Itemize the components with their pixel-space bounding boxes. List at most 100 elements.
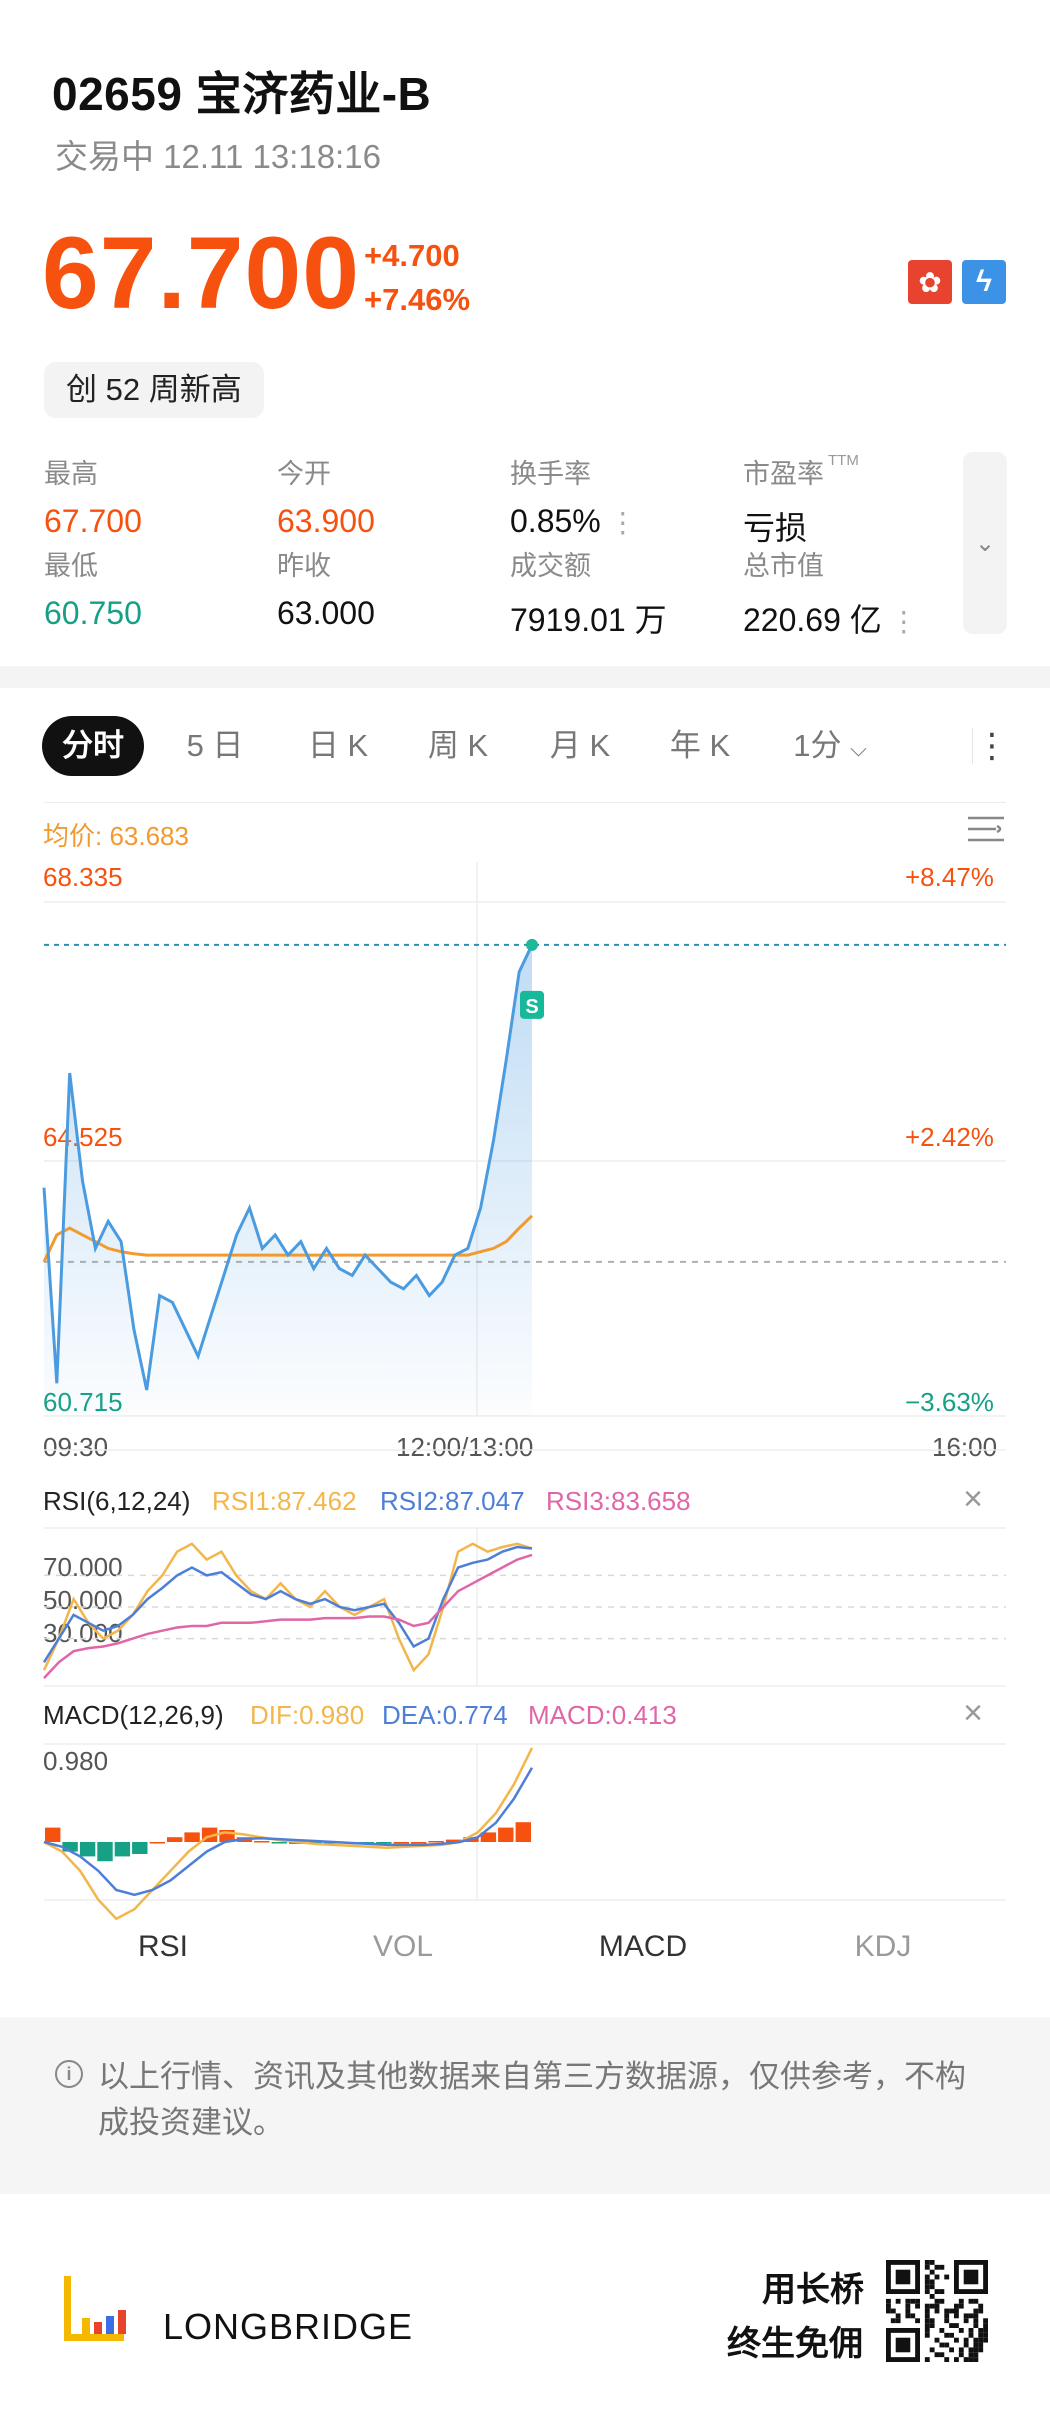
qr-module — [983, 2332, 988, 2338]
macd-histogram-bar — [289, 1842, 305, 1844]
stat-turnover-rate[interactable]: 换手率 0.85% ⋮ — [510, 459, 637, 539]
dif-value: DIF:0.980 — [250, 1700, 365, 1730]
tab-yearly-k[interactable]: 年 K — [669, 728, 731, 763]
stat-turnover: 成交额 7919.01 万 — [510, 551, 667, 638]
tab-monthly-k[interactable]: 月 K — [549, 728, 611, 763]
stat-low: 最低 60.750 — [44, 551, 142, 631]
qr-module — [939, 2298, 945, 2304]
average-price-label: 均价: 63.683 — [43, 821, 189, 851]
qr-module — [929, 2284, 935, 2290]
tab-1-min[interactable]: 1分 ⌵ — [793, 728, 867, 763]
qr-module — [954, 2308, 959, 2314]
qr-module — [924, 2323, 930, 2328]
qr-module — [944, 2332, 950, 2338]
rsi2-value: RSI2:87.047 — [380, 1486, 525, 1516]
qr-module — [929, 2347, 935, 2353]
qr-module — [978, 2328, 984, 2333]
qr-module — [983, 2323, 988, 2328]
indicator-tabs: RSI VOL MACD KDJ — [0, 1930, 1050, 1980]
close-rsi-icon[interactable]: × — [963, 1480, 983, 1518]
qr-module — [963, 2313, 969, 2319]
qr-module — [978, 2342, 984, 2348]
qr-module — [954, 2337, 959, 2343]
qr-module — [929, 2294, 935, 2299]
qr-module — [973, 2337, 979, 2343]
macd-histogram-bar — [219, 1830, 235, 1842]
tab-intraday[interactable]: 分时 — [42, 716, 144, 776]
more-dots-icon[interactable]: ⋮ — [889, 606, 918, 637]
stock-title: 02659 宝济药业-B — [52, 68, 432, 120]
chevron-down-icon: ⌄ — [974, 529, 996, 557]
macd-histogram-bar — [271, 1842, 287, 1844]
brand-name: LONGBRIDGE — [163, 2306, 414, 2347]
qr-module — [939, 2264, 945, 2270]
tab-rsi[interactable]: RSI — [137, 1930, 188, 1963]
y-label-top-left: 68.335 — [43, 862, 123, 892]
hk-flag-icon[interactable]: ✿ — [908, 260, 952, 304]
qr-module — [934, 2298, 940, 2304]
qr-module — [973, 2352, 979, 2358]
qr-module — [944, 2274, 950, 2280]
x-label-close: 16:00 — [932, 1432, 998, 1462]
expand-stats-button[interactable]: ⌄ — [963, 452, 1007, 634]
tab-kdj[interactable]: KDJ — [854, 1930, 912, 1963]
tab-5-day[interactable]: 5 日 — [186, 728, 244, 763]
y-label-mid-left: 64.525 — [43, 1122, 123, 1152]
more-options-icon[interactable]: ⋮ — [975, 727, 1009, 765]
qr-module — [958, 2328, 964, 2333]
tab-daily-k[interactable]: 日 K — [307, 728, 369, 763]
qr-module — [934, 2337, 940, 2343]
qr-module — [929, 2269, 935, 2275]
qr-module — [910, 2298, 916, 2304]
more-dots-icon[interactable]: ⋮ — [608, 507, 637, 538]
macd-title: MACD(12,26,9) — [43, 1700, 224, 1730]
qr-module — [983, 2337, 988, 2343]
qr-module — [944, 2357, 950, 2362]
macd-histogram-bar — [393, 1842, 409, 1844]
qr-module — [934, 2289, 940, 2294]
tab-macd[interactable]: MACD — [598, 1930, 688, 1963]
section-divider — [0, 666, 1050, 688]
qr-module — [978, 2308, 984, 2314]
qr-module — [958, 2298, 964, 2304]
lightning-icon[interactable]: ϟ — [962, 260, 1006, 304]
macd-histogram-bar — [323, 1842, 340, 1844]
disclaimer-text: 以上行情、资讯及其他数据来自第三方数据源，仅供参考，不构成投资建议。 — [98, 2059, 966, 2140]
qr-module — [939, 2289, 945, 2294]
tab-weekly-k[interactable]: 周 K — [427, 728, 489, 763]
average-price-line — [42, 1214, 534, 1263]
qr-module — [905, 2298, 911, 2304]
qr-module — [886, 2308, 891, 2314]
x-label-open: 09:30 — [43, 1432, 109, 1462]
qr-module — [929, 2279, 935, 2285]
macd-histogram-bar — [445, 1839, 462, 1842]
stat-market-cap[interactable]: 总市值 220.69 亿 ⋮ — [743, 551, 918, 638]
qr-module — [963, 2269, 979, 2285]
qr-module — [929, 2303, 935, 2309]
qr-module — [890, 2308, 896, 2314]
longbridge-logo-icon — [64, 2276, 126, 2341]
tab-vol[interactable]: VOL — [372, 1930, 434, 1963]
sell-marker — [520, 990, 544, 1019]
qr-module — [929, 2323, 935, 2328]
qr-module — [905, 2303, 911, 2309]
qr-module — [929, 2260, 935, 2265]
qr-module — [886, 2303, 891, 2309]
close-macd-icon[interactable]: × — [963, 1694, 983, 1732]
qr-module — [973, 2318, 979, 2324]
stat-high: 最高 67.700 — [44, 459, 142, 539]
stat-open: 今开 63.900 — [277, 459, 375, 539]
qr-module — [949, 2323, 954, 2328]
qr-module — [968, 2352, 974, 2358]
macd-histogram-bar — [167, 1837, 183, 1842]
qr-module — [968, 2332, 974, 2338]
price-change-percent: +7.46% — [364, 282, 471, 317]
qr-module — [924, 2308, 930, 2314]
macd-histogram-bar — [428, 1841, 444, 1843]
macd-y-label: 0.980 — [43, 1746, 109, 1776]
tab-separator — [972, 728, 973, 764]
qr-module — [963, 2357, 969, 2362]
chart-settings-icon[interactable] — [966, 812, 1006, 848]
rsi3-value: RSI3:83.658 — [546, 1486, 691, 1516]
qr-module — [944, 2313, 950, 2319]
